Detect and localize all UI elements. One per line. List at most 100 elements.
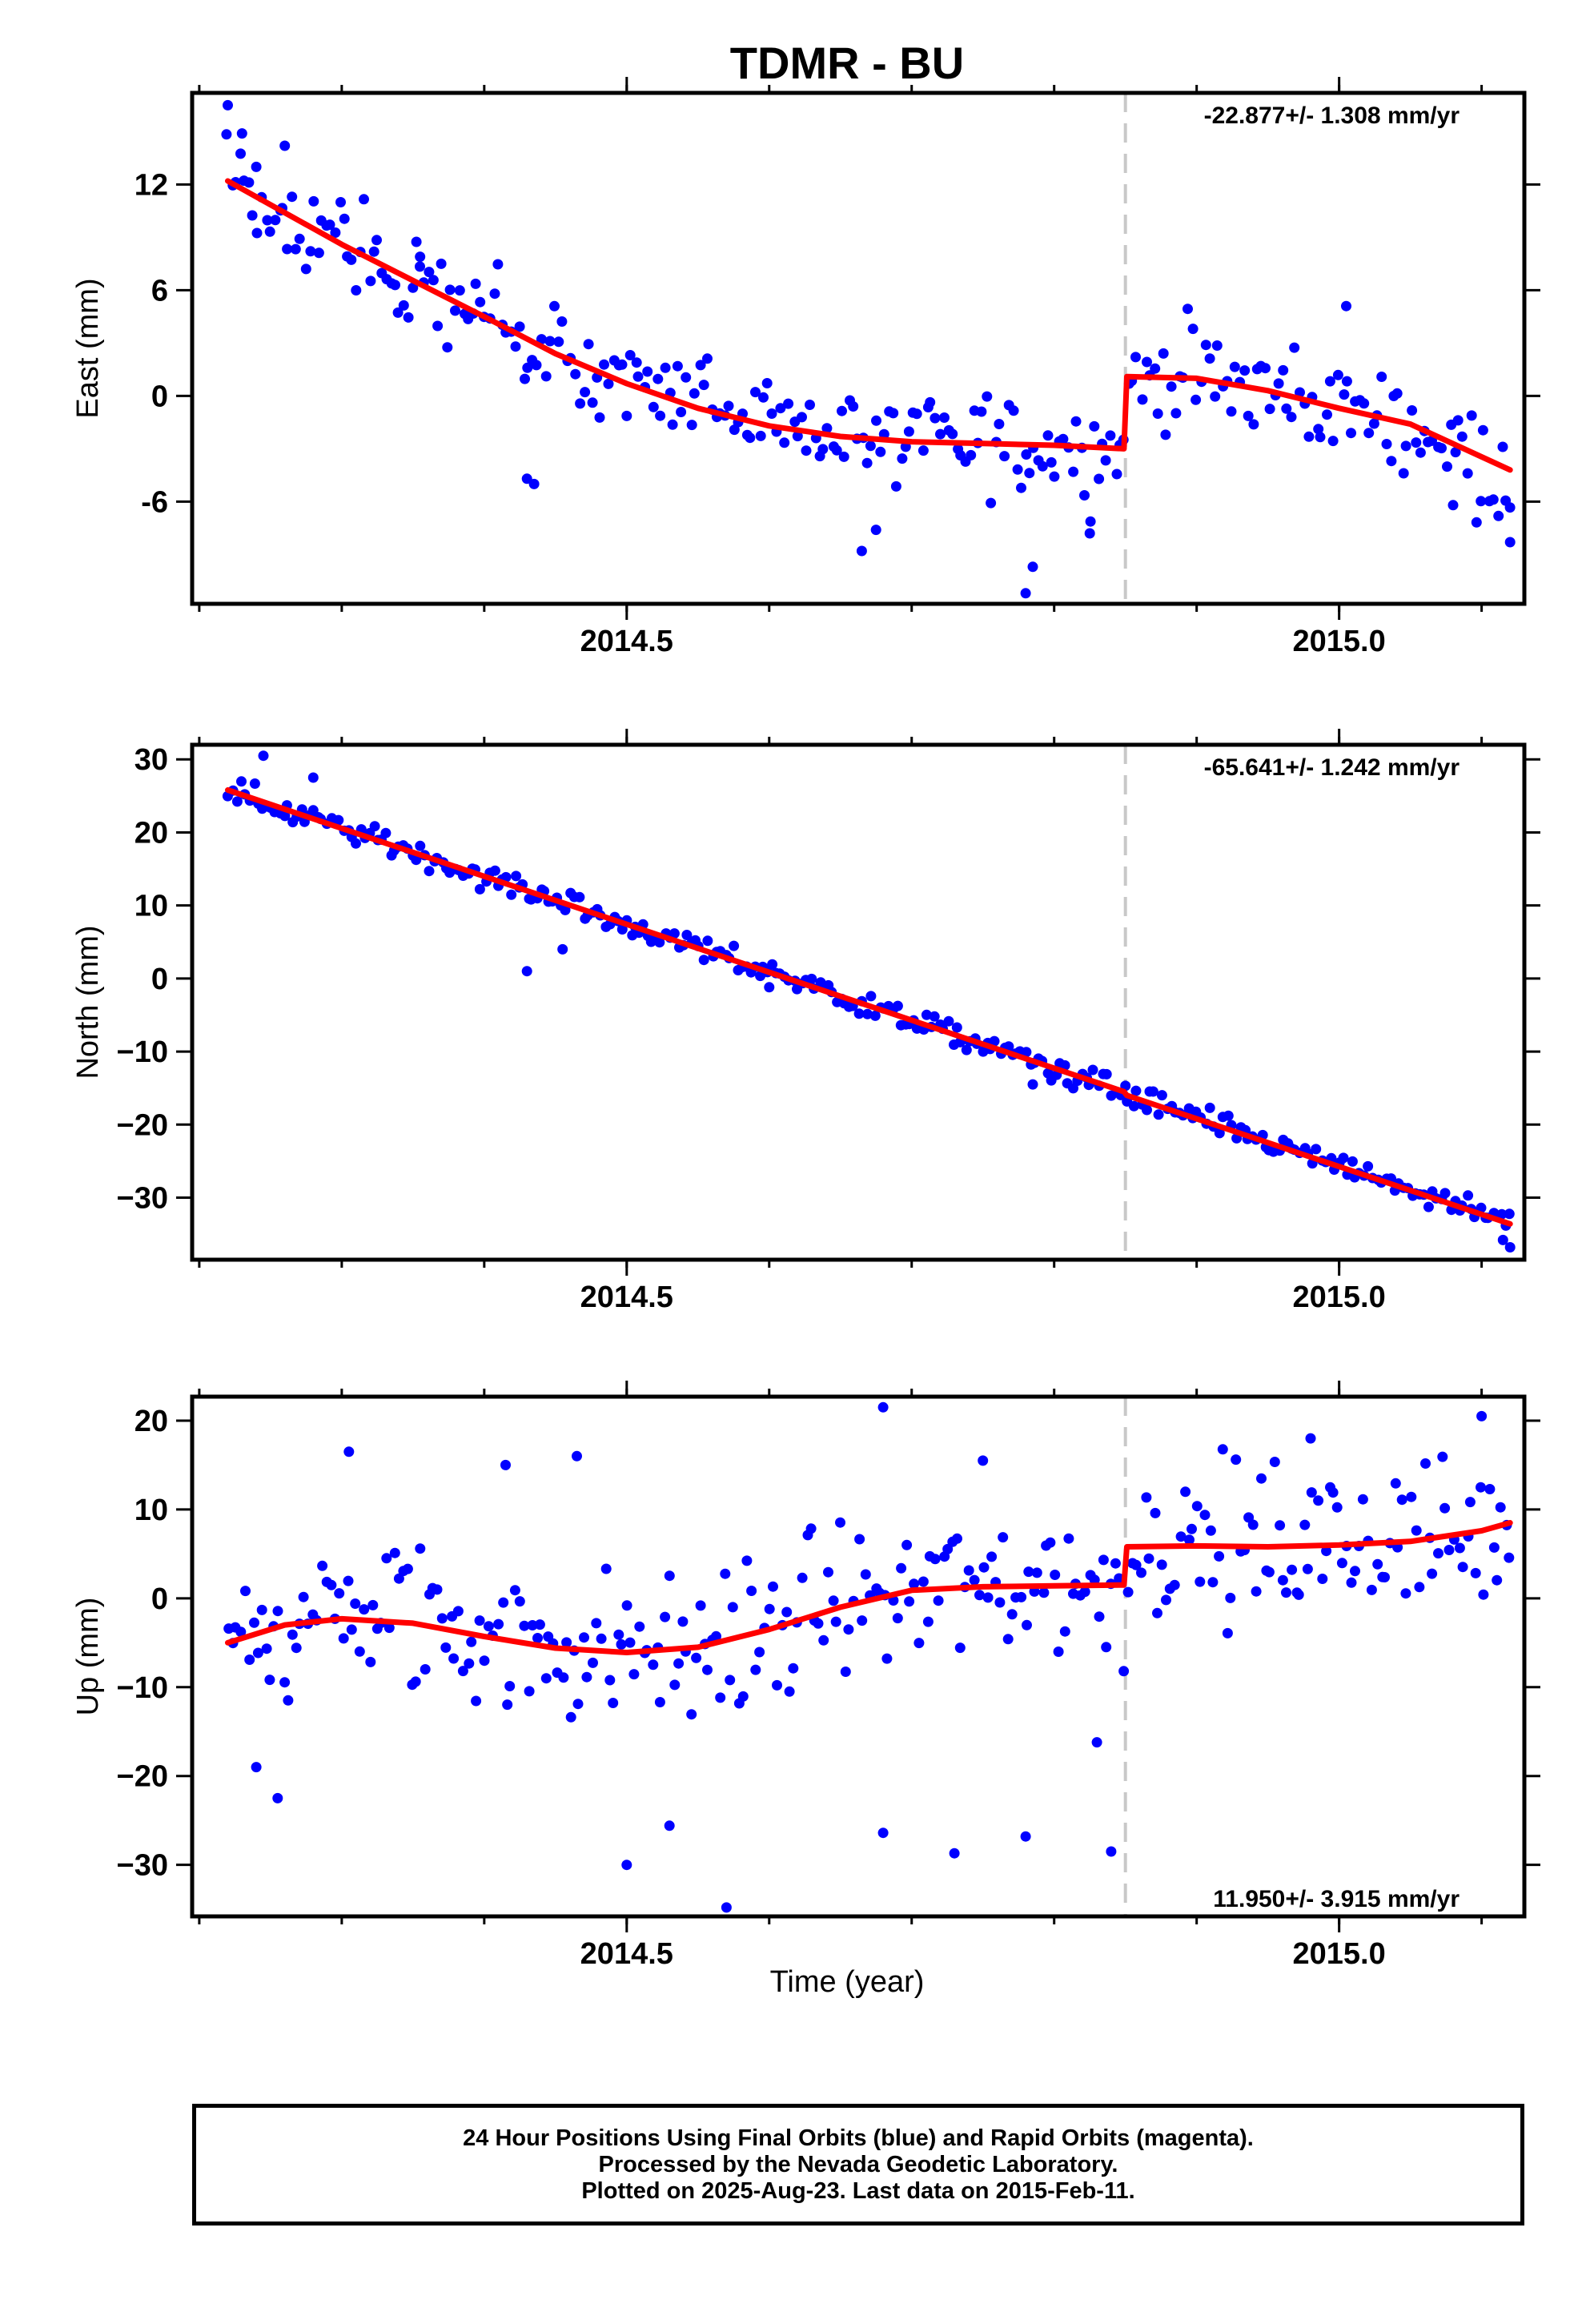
data-point xyxy=(862,1008,873,1019)
data-point xyxy=(338,1633,349,1644)
data-point xyxy=(1156,1559,1167,1570)
data-point xyxy=(1376,372,1387,382)
data-point xyxy=(470,278,481,289)
data-point xyxy=(1338,1152,1349,1164)
data-point xyxy=(939,412,950,423)
data-point xyxy=(766,408,777,419)
data-point xyxy=(976,406,987,417)
data-point xyxy=(1059,1626,1070,1637)
data-point xyxy=(1277,1574,1288,1586)
data-point xyxy=(258,750,269,762)
data-point xyxy=(1111,468,1122,480)
data-point xyxy=(346,254,357,265)
data-point xyxy=(1359,398,1370,409)
data-point xyxy=(1045,1537,1056,1548)
data-point xyxy=(1222,1627,1233,1638)
data-point xyxy=(952,1533,962,1544)
data-point xyxy=(415,840,426,851)
data-point xyxy=(464,1658,475,1669)
data-point xyxy=(925,396,936,408)
data-point xyxy=(875,446,886,457)
data-point xyxy=(1022,1619,1032,1630)
data-point xyxy=(415,1543,426,1554)
y-axis-label: Up (mm) xyxy=(71,1598,105,1716)
x-tick-label: 2015.0 xyxy=(1293,625,1386,658)
data-point xyxy=(1264,404,1275,415)
data-point xyxy=(1411,437,1422,448)
data-point xyxy=(444,284,456,296)
data-point xyxy=(536,334,547,345)
data-point xyxy=(1396,1494,1407,1506)
data-point xyxy=(558,1672,569,1683)
data-point xyxy=(1433,1548,1443,1559)
data-point xyxy=(294,233,305,244)
data-point xyxy=(252,1647,263,1659)
data-point xyxy=(1142,1104,1152,1116)
data-point xyxy=(830,1616,841,1627)
data-point xyxy=(398,300,409,311)
data-point xyxy=(695,1600,706,1611)
data-point xyxy=(383,1622,395,1634)
rate-label: -65.641+/- 1.242 mm/yr xyxy=(1204,754,1460,781)
data-point xyxy=(511,870,522,882)
data-point xyxy=(929,1011,940,1022)
data-point xyxy=(351,838,361,849)
data-point xyxy=(877,1401,889,1413)
data-point xyxy=(1214,1128,1225,1139)
data-point xyxy=(1223,1110,1234,1121)
data-point xyxy=(1415,447,1426,458)
data-point xyxy=(572,1450,582,1462)
data-point xyxy=(279,140,291,151)
data-point xyxy=(775,403,786,414)
data-point xyxy=(652,373,664,384)
data-point xyxy=(1084,528,1095,539)
data-point xyxy=(764,982,775,993)
data-point xyxy=(1012,464,1023,475)
data-point xyxy=(1068,466,1079,477)
data-point xyxy=(1110,1558,1121,1569)
data-point xyxy=(574,891,585,903)
data-point xyxy=(553,336,564,348)
data-point xyxy=(729,940,740,951)
data-point xyxy=(1137,394,1148,405)
data-point xyxy=(1128,1100,1139,1112)
data-point xyxy=(502,1699,513,1711)
data-point xyxy=(871,415,881,426)
x-tick-label: 2015.0 xyxy=(1293,1281,1386,1314)
data-point xyxy=(365,1656,376,1667)
data-point xyxy=(1427,1568,1438,1579)
data-point xyxy=(624,350,636,360)
data-point xyxy=(436,258,447,269)
data-point xyxy=(272,1792,283,1803)
data-point xyxy=(489,288,500,300)
y-tick-label: 30 xyxy=(135,743,168,777)
data-point xyxy=(334,1588,345,1599)
data-point xyxy=(249,1617,259,1628)
data-point xyxy=(457,1666,468,1677)
panel-east: 2014.5 2015.0 12 6 0 -6 East (mm) -22.877+/- 1.… xyxy=(71,77,1540,658)
data-point xyxy=(1205,1525,1216,1536)
data-point xyxy=(723,400,734,412)
data-point xyxy=(767,959,778,970)
data-point xyxy=(1471,517,1482,528)
data-point xyxy=(1420,1458,1431,1469)
data-point xyxy=(616,1638,627,1650)
data-point xyxy=(727,1602,738,1613)
data-point xyxy=(813,1618,824,1629)
data-point xyxy=(1130,1559,1142,1570)
data-point xyxy=(454,285,465,296)
data-point xyxy=(442,342,453,353)
data-point xyxy=(1156,1090,1167,1101)
data-point xyxy=(560,904,571,915)
data-point xyxy=(613,1629,624,1640)
data-point xyxy=(500,1459,511,1470)
data-point xyxy=(788,1663,799,1674)
data-point xyxy=(247,210,258,221)
data-point xyxy=(1037,460,1048,472)
data-point xyxy=(1027,1079,1038,1090)
data-point xyxy=(1002,1634,1014,1645)
data-point xyxy=(1182,304,1193,315)
data-point xyxy=(1299,1519,1311,1530)
data-point xyxy=(1161,1594,1171,1606)
data-point xyxy=(901,1539,913,1550)
